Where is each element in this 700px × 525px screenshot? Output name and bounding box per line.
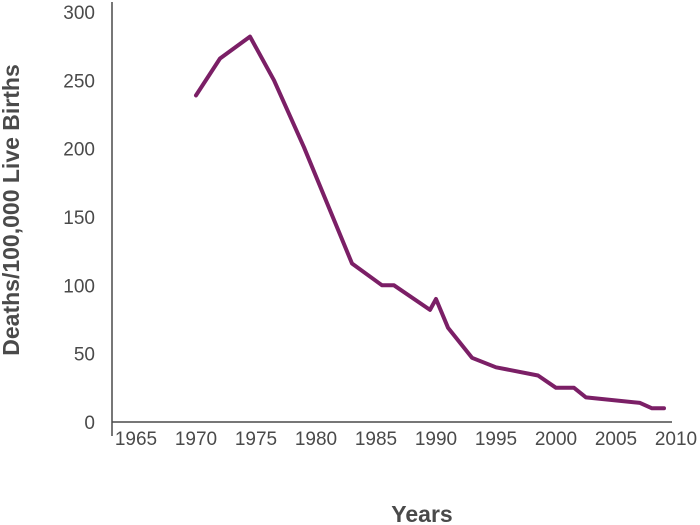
x-tick-label: 1980 [295,429,337,450]
y-tick-label: 250 [63,71,95,92]
x-tick-label: 2005 [595,429,637,450]
series-line [194,34,666,411]
x-tick-label: 1970 [175,429,217,450]
y-tick-label: 150 [63,208,95,229]
x-tick-label: 2000 [535,429,577,450]
x-axis-title: Years [391,501,452,525]
x-axis: 1965 1970 1975 1980 1985 1990 1995 2000 2005 2010 [112,421,697,450]
x-tick-label: 1975 [235,429,277,450]
x-tick-label: 1990 [415,429,457,450]
y-tick-label: 100 [63,276,95,297]
y-tick-label: 50 [74,345,95,366]
x-tick-label: 1985 [355,429,397,450]
y-tick-label: 300 [63,3,95,24]
y-tick-label: 0 [84,413,95,434]
x-tick-label: 1965 [115,429,157,450]
y-axis: 0 50 100 150 200 250 300 [63,2,113,436]
y-tick-label: 200 [63,140,95,161]
plot-area [194,34,666,411]
x-tick-label: 2010 [655,429,697,450]
y-axis-title: Deaths/100,000 Live Births [0,64,24,355]
x-tick-label: 1995 [475,429,517,450]
